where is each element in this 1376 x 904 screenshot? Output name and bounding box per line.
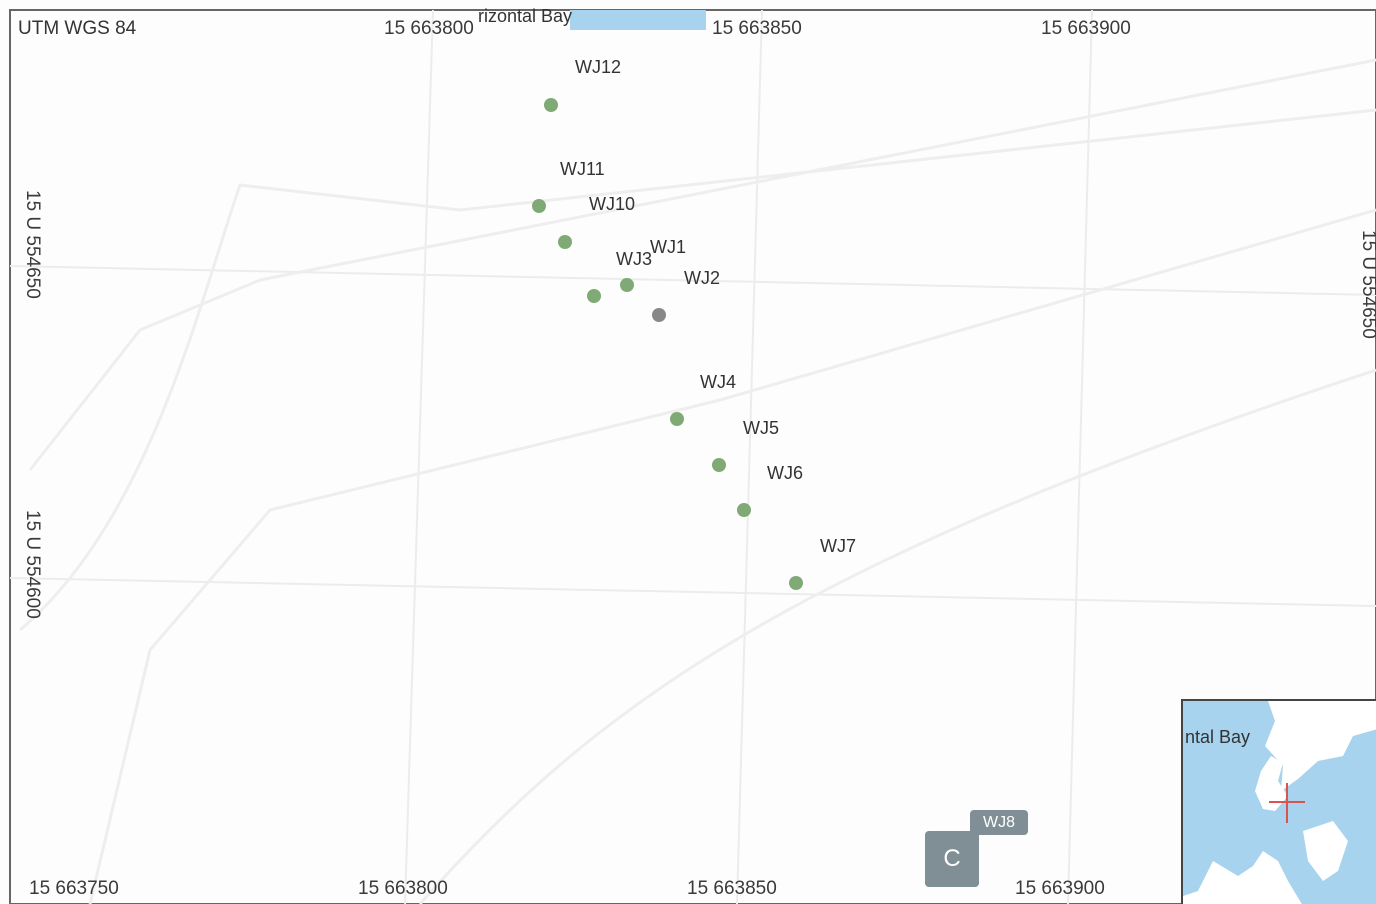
bottom-easting-label: 15 663750 <box>29 878 119 899</box>
point-label-wj4: WJ4 <box>700 372 736 392</box>
bottom-easting-label: 15 663800 <box>358 878 448 899</box>
point-label-wj3: WJ3 <box>616 249 652 269</box>
point-label-wj7: WJ7 <box>820 536 856 556</box>
bay-label: rizontal Bay <box>478 6 573 26</box>
point-label-wj5: WJ5 <box>743 418 779 438</box>
road-lines <box>19 58 1376 904</box>
top-easting-label: 15 663900 <box>1041 18 1131 39</box>
point-label-wj12: WJ12 <box>575 57 622 77</box>
overview-map-canvas <box>1183 701 1376 904</box>
left-northing-label: 15 U 554650 <box>22 190 43 299</box>
grid-lines <box>9 9 1376 904</box>
point-marker-wj4 <box>670 412 684 426</box>
point-marker-wj12 <box>544 98 558 112</box>
top-easting-label: 15 663800 <box>384 18 474 39</box>
point-marker-wj5 <box>712 458 726 472</box>
top-easting-label: 15 663850 <box>712 18 802 39</box>
point-marker-wj6 <box>737 503 751 517</box>
point-label-wj6: WJ6 <box>767 463 803 483</box>
map-frame-border <box>9 9 1376 904</box>
crs-label: UTM WGS 84 <box>18 18 137 39</box>
right-northing-label: 15 U 554650 <box>1358 230 1376 339</box>
point-label-wj1: WJ1 <box>650 237 686 257</box>
point-marker-wj3 <box>587 289 601 303</box>
cluster-button[interactable]: C <box>925 831 979 887</box>
point-marker-wj1 <box>620 278 634 292</box>
well-markers <box>532 98 803 590</box>
point-label-wj8[interactable]: WJ8 <box>970 810 1028 835</box>
overview-inset-map[interactable]: ntal Bay <box>1181 699 1376 904</box>
point-marker-wj7 <box>789 576 803 590</box>
bottom-easting-label: 15 663850 <box>687 878 777 899</box>
point-marker-wj11 <box>532 199 546 213</box>
inset-bay-label: ntal Bay <box>1185 727 1251 747</box>
point-label-wj2: WJ2 <box>684 268 720 288</box>
point-label-wj11: WJ11 <box>560 159 605 179</box>
point-marker-wj2 <box>652 308 666 322</box>
inset-land <box>1303 821 1348 881</box>
point-marker-wj10 <box>558 235 572 249</box>
inset-land <box>1255 756 1288 811</box>
bottom-easting-label: 15 663900 <box>1015 878 1105 899</box>
point-label-wj10: WJ10 <box>589 194 636 214</box>
bay-water-patch <box>570 10 706 30</box>
left-northing-label: 15 U 554600 <box>22 510 43 619</box>
